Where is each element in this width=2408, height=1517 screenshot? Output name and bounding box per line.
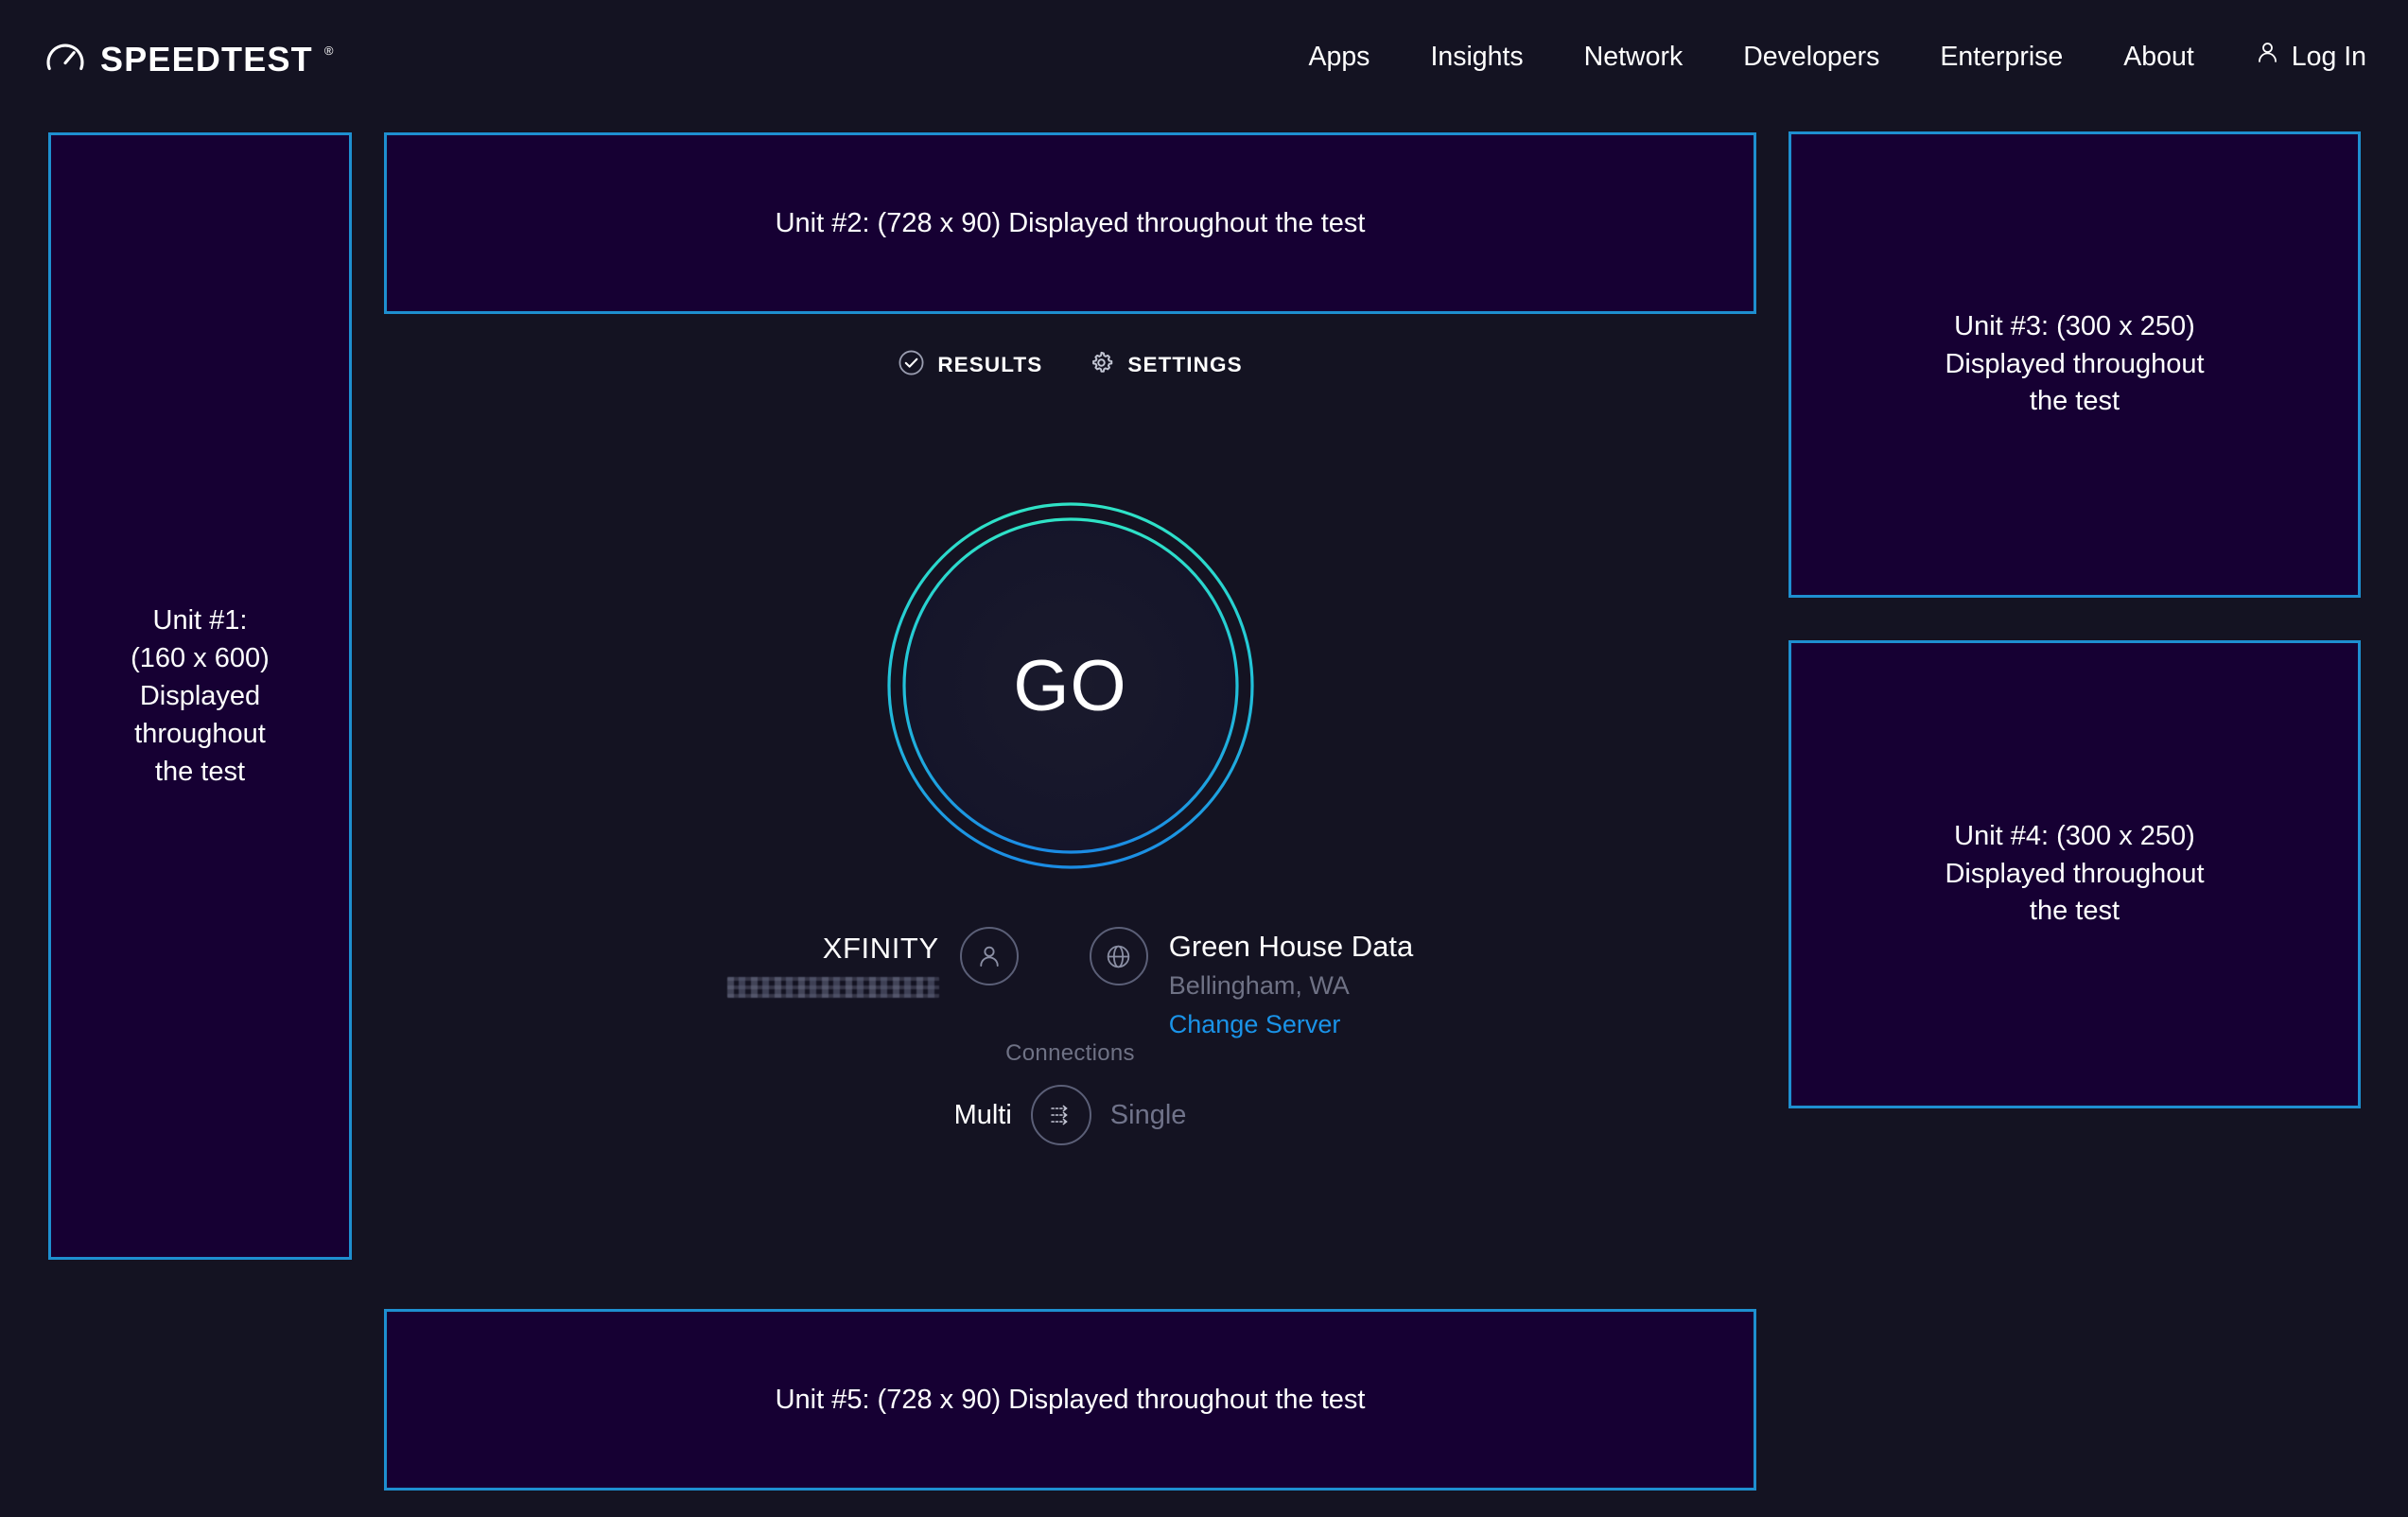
gear-icon: [1088, 349, 1115, 381]
server-texts: Green House Data Bellingham, WA Change S…: [1169, 927, 1413, 1039]
connections-toggle[interactable]: Multi Single: [953, 1085, 1187, 1145]
connection-info: XFINITY: [384, 923, 1756, 1039]
connections-multi-label[interactable]: Multi: [953, 1099, 1012, 1130]
connections-single-label[interactable]: Single: [1109, 1099, 1187, 1130]
settings-label: SETTINGS: [1127, 353, 1243, 376]
ad-unit-5[interactable]: Unit #5: (728 x 90) Displayed throughout…: [384, 1309, 1756, 1491]
brand-name: SPEEDTEST: [100, 40, 313, 78]
isp-ip-address-redacted: [726, 977, 939, 999]
isp-block[interactable]: XFINITY: [726, 923, 1019, 999]
server-block[interactable]: Green House Data Bellingham, WA Change S…: [1089, 923, 1413, 1039]
meta-links-row: RESULTS SETTINGS: [384, 349, 1756, 381]
go-button[interactable]: GO: [885, 500, 1256, 871]
user-icon: [2255, 38, 2280, 76]
ad-unit-1[interactable]: Unit #1: (160 x 600) Displayed throughou…: [48, 132, 352, 1260]
nav-item-apps[interactable]: Apps: [1308, 42, 1370, 72]
main-navigation: Apps Insights Network Developers Enterpr…: [1278, 38, 2366, 76]
server-location: Bellingham, WA: [1168, 970, 1350, 1000]
nav-item-about[interactable]: About: [2123, 42, 2194, 72]
ad-unit-2[interactable]: Unit #2: (728 x 90) Displayed throughout…: [384, 132, 1756, 314]
login-label: Log In: [2291, 42, 2366, 72]
user-circle-icon: [959, 927, 1019, 985]
ad-unit-4[interactable]: Unit #4: (300 x 250) Displayed throughou…: [1789, 640, 2361, 1108]
isp-texts: XFINITY: [726, 927, 939, 999]
ad-unit-2-text: Unit #2: (728 x 90) Displayed throughout…: [775, 207, 1366, 238]
server-name: Green House Data: [1168, 930, 1414, 963]
multi-arrows-icon[interactable]: [1030, 1085, 1091, 1145]
speedtest-main: RESULTS SETTINGS: [384, 322, 1756, 1305]
results-button[interactable]: RESULTS: [898, 349, 1042, 381]
brand-trademark: ®: [323, 44, 334, 58]
ad-unit-4-text: Unit #4: (300 x 250) Displayed throughou…: [1945, 821, 2205, 927]
change-server-link[interactable]: Change Server: [1168, 1009, 1341, 1038]
speedtest-logo[interactable]: SPEEDTEST ®: [45, 40, 333, 79]
ad-unit-5-text: Unit #5: (728 x 90) Displayed throughout…: [775, 1384, 1366, 1415]
isp-name: XFINITY: [822, 932, 939, 965]
nav-item-enterprise[interactable]: Enterprise: [1940, 42, 2064, 72]
check-circle-icon: [898, 349, 925, 381]
nav-item-network[interactable]: Network: [1583, 42, 1684, 72]
ad-unit-3-text: Unit #3: (300 x 250) Displayed throughou…: [1945, 311, 2205, 417]
speedometer-icon: [45, 40, 85, 79]
nav-item-insights[interactable]: Insights: [1430, 42, 1524, 72]
connections-label: Connections: [1005, 1040, 1135, 1066]
login-button[interactable]: Log In: [2225, 38, 2366, 76]
ad-unit-3[interactable]: Unit #3: (300 x 250) Displayed throughou…: [1789, 131, 2361, 598]
nav-item-developers[interactable]: Developers: [1743, 42, 1880, 72]
ad-unit-1-text: Unit #1: (160 x 600) Displayed throughou…: [131, 604, 270, 788]
globe-circle-icon: [1089, 927, 1148, 985]
results-label: RESULTS: [937, 353, 1043, 376]
settings-button[interactable]: SETTINGS: [1088, 349, 1242, 381]
site-header: SPEEDTEST ® Apps Insights Network Develo…: [0, 0, 2408, 125]
connections-section: Connections Multi Sin: [384, 1040, 1756, 1145]
